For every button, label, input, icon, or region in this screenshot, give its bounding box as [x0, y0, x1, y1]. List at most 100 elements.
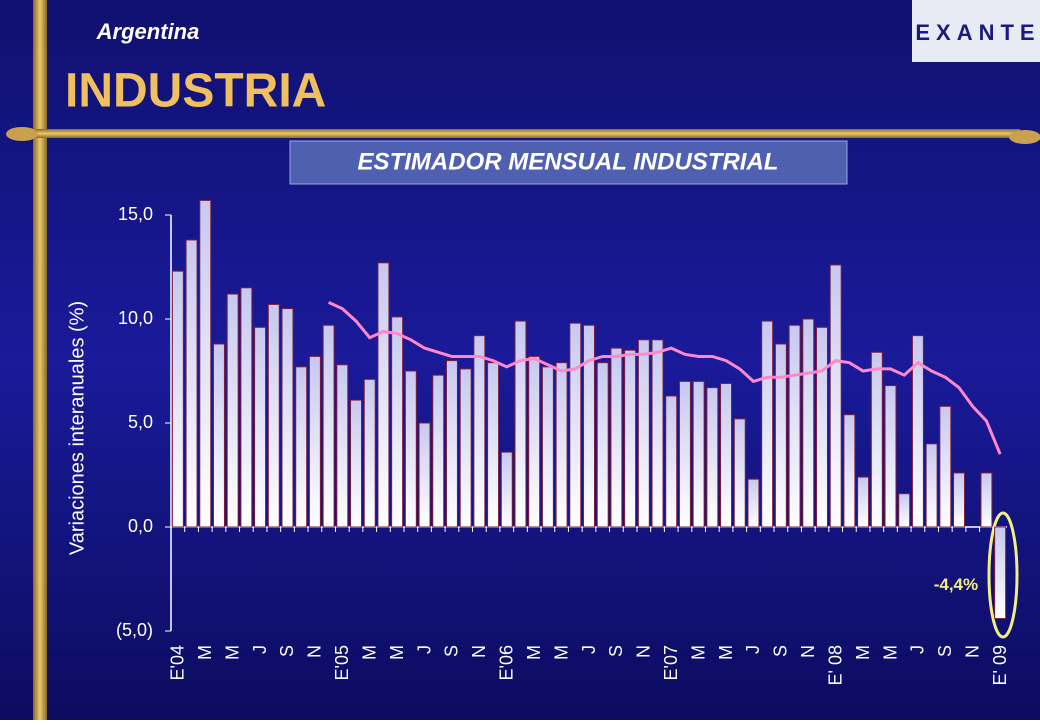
bar: [322, 324, 335, 528]
bar: [980, 472, 993, 528]
x-tick-label: N: [305, 645, 325, 658]
gold-end: [1009, 130, 1040, 144]
x-tick-label: S: [935, 645, 955, 657]
bar: [350, 399, 362, 528]
x-tick-label: N: [634, 645, 654, 658]
bar: [487, 362, 500, 528]
x-tick-label: E' 08: [825, 645, 845, 685]
bar: [555, 362, 568, 528]
bar: [774, 343, 787, 528]
bar: [514, 320, 527, 528]
x-tick-label: M: [551, 645, 571, 660]
bar: [363, 378, 376, 528]
bar: [528, 355, 541, 528]
y-tick-label: (5,0): [116, 620, 153, 640]
bar: [747, 478, 760, 528]
x-tick-label: S: [277, 645, 297, 657]
bar: [308, 355, 321, 528]
bar: [829, 264, 842, 528]
x-tick-label: S: [442, 645, 462, 657]
bar: [199, 199, 212, 528]
bar: [185, 239, 198, 528]
y-axis-label: Variaciones interanuales (%): [66, 301, 88, 555]
gold-end: [6, 127, 38, 141]
x-tick-label: M: [359, 645, 379, 660]
x-tick-label: E'06: [497, 645, 517, 680]
x-tick-label: E' 09: [990, 645, 1010, 685]
x-tick-label: S: [606, 645, 626, 657]
bar: [953, 472, 966, 528]
data-label: -4,4%: [934, 575, 978, 594]
x-tick-label: M: [387, 645, 407, 660]
line: [327, 300, 1002, 455]
x-tick-label: N: [962, 645, 982, 658]
bar: [911, 335, 924, 528]
bar: [500, 451, 513, 528]
bar: [665, 395, 678, 528]
bar: [939, 405, 952, 528]
highlight-ellipse: [987, 511, 1019, 639]
logo-box: [912, 0, 1040, 62]
x-tick-label: E'04: [168, 645, 188, 680]
x-tick-label: M: [195, 645, 215, 660]
bar: [377, 262, 390, 528]
x-tick-label: J: [414, 645, 434, 654]
bar: [610, 347, 623, 528]
bar: [733, 418, 746, 528]
bar: [870, 351, 883, 528]
gold-bar-vertical: [33, 0, 47, 720]
bar: [267, 303, 280, 528]
bar: [761, 320, 774, 528]
x-tick-label: M: [222, 645, 242, 660]
bar: [583, 324, 595, 528]
x-tick-label: J: [743, 645, 763, 654]
bar: [816, 326, 828, 528]
x-tick-label: N: [469, 645, 489, 658]
bar: [418, 422, 431, 528]
bar: [720, 382, 733, 528]
bar: [884, 385, 897, 528]
bar: [281, 308, 294, 528]
x-tick-label: J: [908, 645, 928, 654]
bar: [692, 380, 705, 528]
bar: [651, 339, 664, 528]
bar: [171, 270, 184, 528]
title: INDUSTRIA: [65, 65, 326, 118]
bar: [802, 318, 815, 528]
gold-bar-horizontal: [20, 129, 1020, 138]
bar: [445, 360, 458, 528]
x-tick-label: M: [524, 645, 544, 660]
y-tick-label: 5,0: [128, 412, 153, 432]
y-tick-label: 15,0: [118, 204, 153, 224]
bar: [240, 287, 253, 528]
x-tick-label: M: [716, 645, 736, 660]
bar: [994, 526, 1007, 620]
bar: [857, 476, 870, 528]
bar: [336, 364, 349, 528]
bar: [678, 380, 691, 528]
bar: [843, 414, 856, 528]
x-tick-label: M: [853, 645, 873, 660]
bar: [391, 316, 404, 528]
y-tick-label: 10,0: [118, 308, 153, 328]
x-tick-label: N: [798, 645, 818, 658]
bar: [226, 293, 239, 528]
bar: [898, 493, 911, 528]
bar: [925, 443, 938, 528]
x-tick-label: M: [880, 645, 900, 660]
y-tick-label: 0,0: [128, 516, 153, 536]
bar: [295, 366, 308, 528]
chart-title: ESTIMADOR MENSUAL INDUSTRIAL: [358, 148, 779, 175]
logo: EXANTE: [915, 20, 1040, 45]
bar: [459, 368, 472, 528]
bar: [432, 374, 445, 528]
bar: [596, 362, 609, 528]
x-tick-label: J: [579, 645, 599, 654]
bar: [624, 349, 637, 528]
x-tick-label: E'05: [332, 645, 352, 680]
bar: [404, 370, 417, 528]
bar: [569, 322, 582, 528]
bar: [473, 335, 486, 528]
chart-title-box: [289, 140, 848, 185]
